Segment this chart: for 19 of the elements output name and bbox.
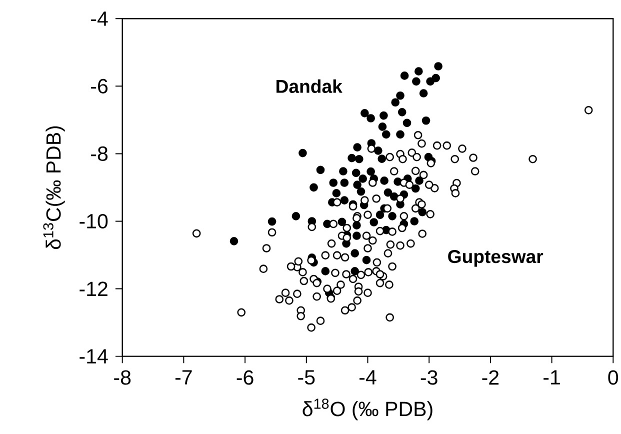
- x-tick-label: -5: [298, 370, 315, 385]
- x-axis-title: δ$^{18}$O (‰ PDB): [302, 398, 432, 420]
- series-label: Dandak: [276, 79, 342, 94]
- x-tick-label: 0: [608, 370, 618, 385]
- x-tick-label: -3: [420, 370, 438, 385]
- x-tick-label: -1: [544, 370, 560, 384]
- x-tick-label: -6: [236, 370, 254, 385]
- y-tick-label: -4: [91, 12, 108, 26]
- y-tick-label: -12: [80, 282, 108, 296]
- series-label: Gupteswar: [448, 250, 544, 267]
- y-tick-label: -6: [91, 78, 108, 94]
- x-tick-label: -7: [175, 370, 192, 384]
- y-tick-label: -14: [80, 349, 108, 364]
- x-tick-label: -8: [114, 370, 131, 385]
- x-tick-label: -2: [482, 370, 499, 385]
- x-tick-label: -4: [360, 370, 376, 384]
- y-axis-title: δ$^{13}$C(‰ PDB): [43, 126, 65, 250]
- y-tick-label: -8: [91, 146, 108, 162]
- y-tick-label: -10: [80, 214, 108, 229]
